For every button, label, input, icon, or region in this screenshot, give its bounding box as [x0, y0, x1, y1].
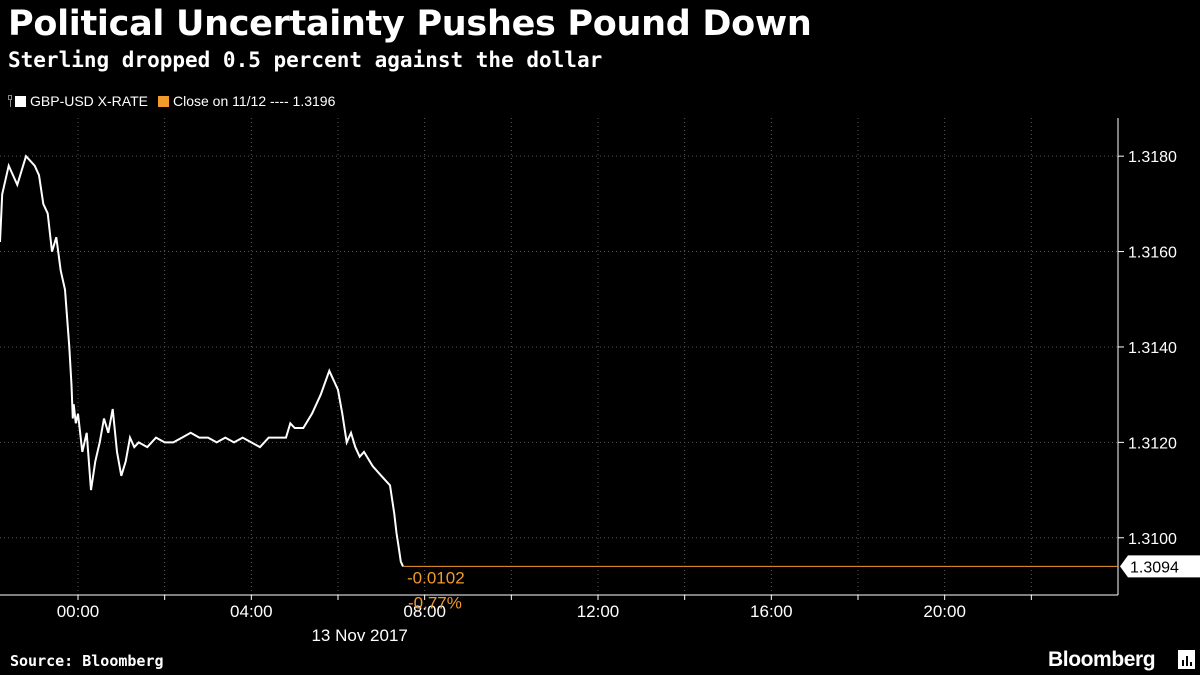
legend: GBP-USD X-RATE Close on 11/12 ---- 1.319…: [8, 92, 345, 110]
x-tick-label: 04:00: [230, 602, 273, 621]
series-swatch: [15, 95, 26, 107]
legend-series-label: GBP-USD X-RATE: [30, 93, 148, 109]
series-line-gbp-usd: [0, 154, 404, 567]
x-tick-label: 12:00: [577, 602, 620, 621]
legend-item-reference: Close on 11/12 ---- 1.3196: [157, 93, 336, 109]
source-note: Source: Bloomberg: [10, 652, 164, 670]
legend-item-series: GBP-USD X-RATE: [8, 93, 148, 109]
last-value-badge: 1.3094: [1120, 555, 1200, 578]
legend-reference-label: Close on 11/12 ---- 1.3196: [172, 93, 336, 109]
x-axis-date-label: 13 Nov 2017: [311, 626, 407, 645]
y-tick-label: 1.3100: [1128, 531, 1177, 548]
x-tick-label: 16:00: [750, 602, 793, 621]
y-tick-label: 1.3120: [1128, 435, 1177, 452]
change-annotation: -0.0102: [407, 568, 465, 587]
x-tick-label: 00:00: [57, 602, 100, 621]
brand-logo: Bloomberg: [1048, 648, 1156, 671]
last-value-badge-bg: [1120, 555, 1200, 578]
bar-chart-icon: [1178, 650, 1195, 669]
handle-icon: [8, 95, 12, 107]
y-tick-label: 1.3180: [1128, 149, 1177, 166]
last-value-label: 1.3094: [1130, 559, 1179, 576]
change-percent-annotation: -0.77%: [408, 593, 462, 612]
x-tick-label: 08:00: [403, 602, 446, 621]
chart-title: Political Uncertainty Pushes Pound Down: [8, 4, 812, 44]
chart-subtitle: Sterling dropped 0.5 percent against the…: [8, 48, 603, 72]
y-tick-label: 1.3160: [1128, 245, 1177, 262]
x-tick-label: 20:00: [923, 602, 966, 621]
y-tick-label: 1.3140: [1128, 340, 1177, 357]
reference-swatch: [157, 95, 169, 107]
